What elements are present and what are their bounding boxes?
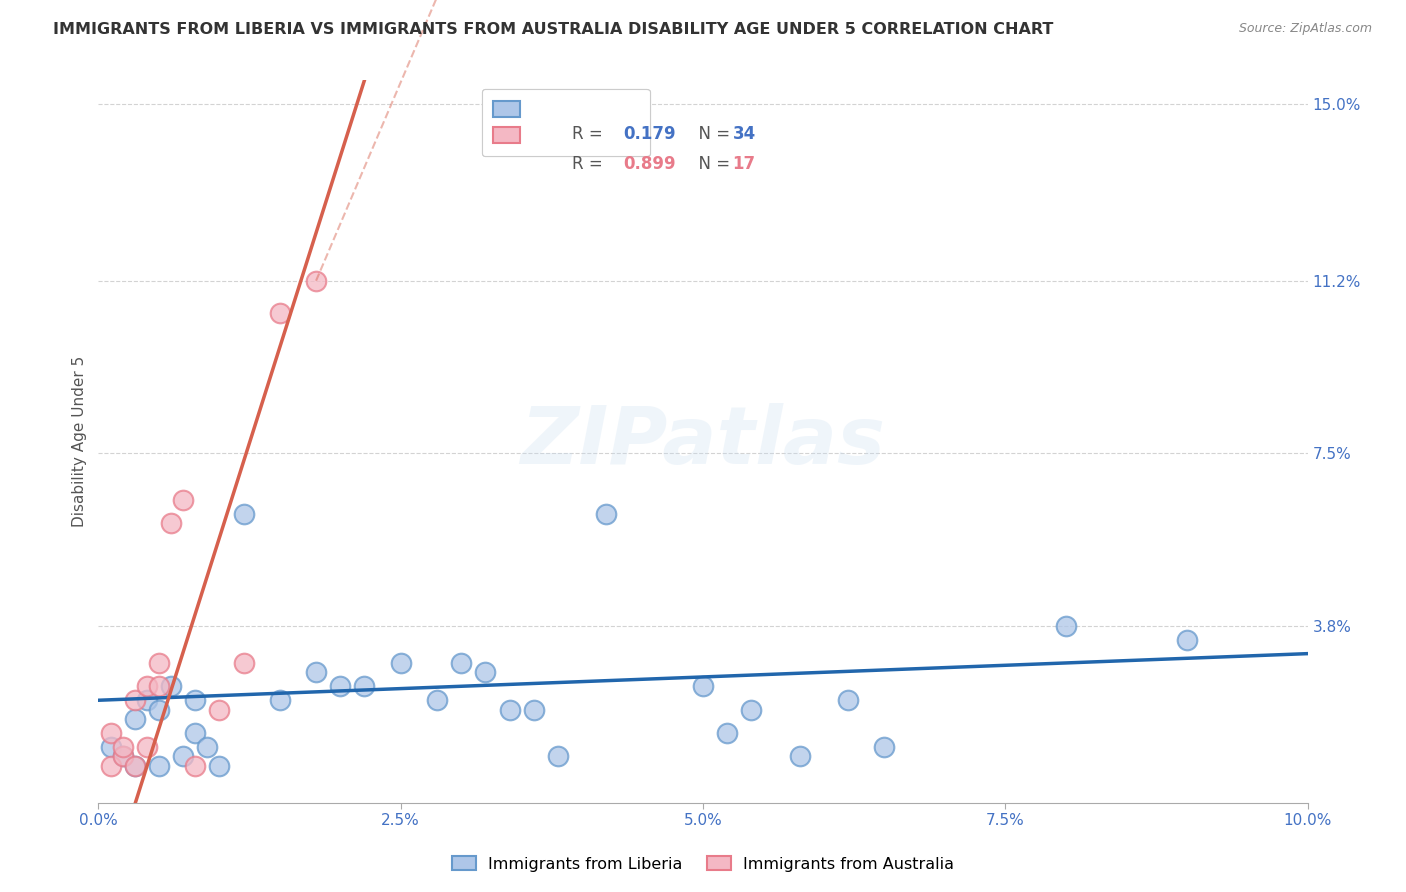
Point [740,702,762,716]
Point [111,749,134,764]
Point [100,758,122,772]
Point [148,758,170,772]
Point [195,739,218,754]
Point [135,679,157,693]
Text: 17: 17 [733,155,755,173]
Point [208,702,231,716]
Text: N =: N = [688,125,735,144]
Point [135,739,157,754]
Point [124,758,146,772]
Point [692,679,714,693]
Point [789,749,811,764]
Point [124,758,146,772]
Legend: placeholder1, placeholder2: placeholder1, placeholder2 [482,88,650,156]
Point [329,679,352,693]
Point [837,693,859,707]
Text: R =: R = [572,125,609,144]
Point [100,739,122,754]
Point [172,749,194,764]
Point [1175,632,1198,647]
Text: ZIPatlas: ZIPatlas [520,402,886,481]
Point [498,702,520,716]
Point [269,693,291,707]
Point [208,758,231,772]
Point [474,665,496,680]
Point [184,693,207,707]
Point [148,656,170,670]
Point [523,702,546,716]
Point [232,656,254,670]
Point [135,693,157,707]
Point [111,739,134,754]
Y-axis label: Disability Age Under 5: Disability Age Under 5 [72,356,87,527]
Text: 34: 34 [733,125,756,144]
Legend: Immigrants from Liberia, Immigrants from Australia: Immigrants from Liberia, Immigrants from… [444,848,962,880]
Point [426,693,449,707]
Point [1054,618,1077,632]
Point [716,726,738,740]
Point [184,758,207,772]
Point [148,702,170,716]
Point [124,712,146,726]
Point [450,656,472,670]
Text: N =: N = [688,155,735,173]
Point [100,726,122,740]
Point [305,274,328,288]
Point [184,726,207,740]
Text: Source: ZipAtlas.com: Source: ZipAtlas.com [1239,22,1372,36]
Point [873,739,896,754]
Text: 0.179: 0.179 [623,125,675,144]
Point [148,679,170,693]
Text: IMMIGRANTS FROM LIBERIA VS IMMIGRANTS FROM AUSTRALIA DISABILITY AGE UNDER 5 CORR: IMMIGRANTS FROM LIBERIA VS IMMIGRANTS FR… [53,22,1054,37]
Text: R =: R = [572,155,609,173]
Point [547,749,569,764]
Point [160,516,183,530]
Point [172,492,194,507]
Point [124,693,146,707]
Point [269,306,291,320]
Point [353,679,375,693]
Point [232,507,254,521]
Point [305,665,328,680]
Point [595,507,617,521]
Text: 0.899: 0.899 [623,155,675,173]
Point [111,749,134,764]
Point [160,679,183,693]
Point [389,656,412,670]
